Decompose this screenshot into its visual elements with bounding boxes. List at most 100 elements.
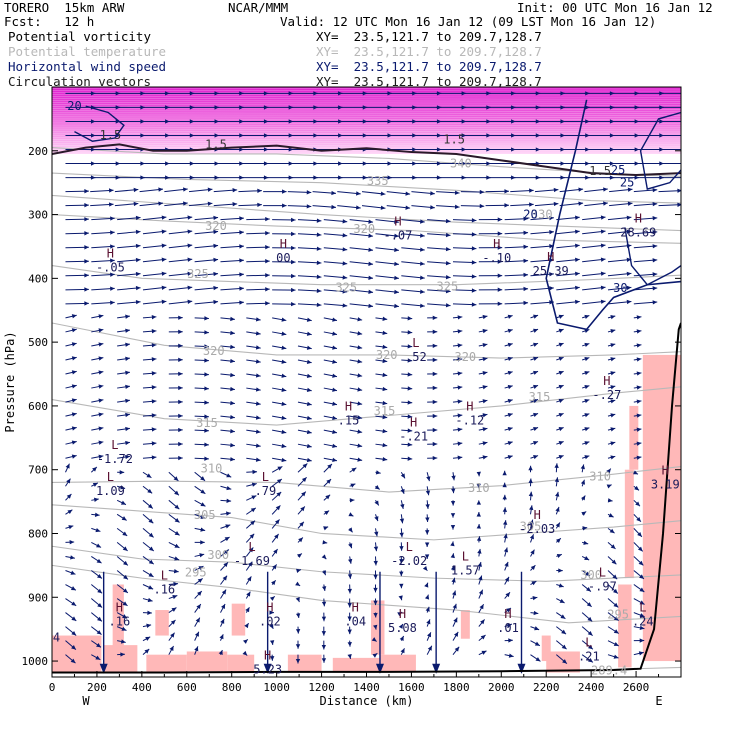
vector-head — [255, 415, 261, 420]
circulation-vector — [142, 357, 157, 362]
extremum-value: 3.19 — [651, 477, 680, 491]
vector-head — [274, 519, 280, 525]
circulation-vector — [142, 584, 154, 590]
circulation-vector — [295, 626, 301, 634]
vector-head — [226, 511, 231, 516]
extremum-marker: H.16 — [109, 601, 131, 629]
circulation-vector — [297, 317, 312, 322]
vector-head — [432, 371, 438, 377]
circulation-vector — [246, 415, 261, 420]
circulation-vector — [607, 556, 617, 565]
vector-head — [357, 317, 363, 322]
vector-head — [296, 568, 301, 573]
circulation-vector — [65, 412, 77, 417]
vector-head — [558, 426, 564, 432]
vector-head — [204, 428, 209, 433]
circulation-vector — [530, 244, 554, 249]
vector-head — [245, 607, 250, 613]
vector-head — [123, 574, 128, 580]
vector-head — [482, 357, 488, 362]
circulation-vector — [272, 373, 287, 378]
vector-head — [587, 616, 593, 622]
circulation-vector — [91, 286, 115, 291]
circulation-vector — [116, 626, 127, 631]
circulation-vector — [65, 570, 76, 575]
circulation-vector — [295, 640, 301, 649]
circulation-vector — [530, 384, 539, 389]
circulation-vector — [478, 314, 488, 320]
vector-head — [394, 261, 399, 267]
circulation-vector — [295, 654, 301, 664]
vector-head — [110, 300, 115, 305]
vector-head — [400, 488, 405, 494]
vector-head — [67, 509, 73, 515]
circulation-vector — [91, 272, 115, 277]
circulation-vector — [168, 271, 193, 277]
circulation-vector — [658, 149, 681, 151]
vector-head — [639, 600, 645, 605]
vector-head — [197, 578, 203, 583]
circulation-vector — [581, 455, 590, 460]
circulation-vector — [502, 494, 507, 501]
extremum-marker: L-1.69 — [234, 540, 270, 568]
circulation-vector — [220, 498, 232, 503]
vector-head — [84, 203, 89, 208]
vector-head — [98, 314, 104, 319]
circulation-vector — [375, 372, 388, 378]
vector-head — [407, 386, 413, 391]
vector-head — [380, 191, 386, 196]
x-tick-label: 1600 — [398, 681, 425, 694]
circulation-vector — [194, 617, 201, 627]
vector-head — [300, 506, 305, 512]
vector-head — [451, 488, 456, 494]
vector-head — [636, 385, 642, 390]
circulation-vector — [556, 612, 566, 620]
circulation-vector — [582, 285, 606, 291]
vector-head — [331, 190, 336, 196]
extremum-marker: L.16 — [153, 569, 175, 597]
circulation-vector — [399, 528, 404, 538]
circulation-vector — [213, 188, 238, 193]
circulation-vector — [349, 345, 363, 350]
vector-head — [342, 247, 348, 252]
vector-head — [626, 257, 632, 262]
circulation-vector — [426, 619, 431, 627]
vector-head — [610, 455, 616, 460]
vector-head — [450, 500, 456, 506]
vector-head — [451, 577, 456, 583]
vector-head — [119, 470, 125, 475]
vector-head — [302, 463, 308, 469]
circulation-vector — [398, 623, 404, 629]
vector-head — [230, 443, 235, 448]
circulation-vector — [534, 187, 559, 193]
x-tick-label: 0 — [49, 681, 56, 694]
vector-head — [529, 519, 534, 525]
vector-head — [478, 575, 483, 581]
circulation-vector — [373, 584, 378, 593]
vector-head — [508, 638, 513, 643]
pv-band-stripe — [52, 118, 681, 120]
circulation-vector — [117, 639, 126, 644]
circulation-vector — [504, 356, 513, 362]
vector-head — [351, 467, 357, 473]
wind-speed-label: 20 — [67, 99, 81, 113]
vector-head — [394, 219, 399, 224]
vector-head — [373, 560, 378, 566]
vector-head — [148, 559, 154, 565]
vector-head — [652, 286, 658, 291]
circulation-vector — [91, 654, 101, 661]
extremum-value: .79 — [255, 484, 277, 498]
circulation-vector — [375, 289, 399, 295]
vector-head — [613, 629, 619, 634]
circulation-vector — [556, 356, 564, 361]
vector-head — [125, 370, 130, 375]
vector-head — [584, 455, 590, 460]
extremum-marker: L.79 — [255, 470, 277, 498]
vector-head — [213, 215, 219, 221]
vector-head — [558, 356, 564, 361]
vector-head — [584, 399, 590, 404]
vector-head — [276, 478, 282, 484]
circulation-vector — [168, 441, 183, 447]
vector-head — [178, 357, 183, 363]
wind-speed-label: 30 — [613, 281, 627, 295]
